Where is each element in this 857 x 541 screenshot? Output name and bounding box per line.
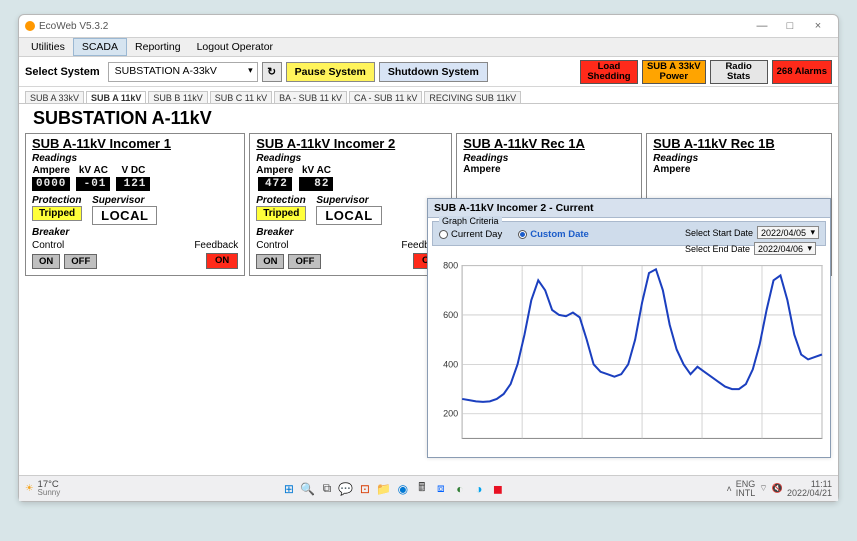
app-icon: [25, 21, 35, 31]
status-load-shedding[interactable]: Load Shedding: [580, 60, 638, 84]
chevron-down-icon: ▾: [810, 227, 815, 238]
start-date-input[interactable]: 2022/04/05▾: [757, 226, 819, 239]
lcd-ampere: 0000: [32, 177, 70, 191]
calc-icon[interactable]: 🖩: [414, 481, 430, 497]
lcd-vdc: 121: [116, 177, 150, 191]
chart-window: SUB A-11kV Incomer 2 - Current Graph Cri…: [427, 198, 831, 458]
dropbox-icon[interactable]: ⧈: [433, 481, 449, 497]
breaker-on-button[interactable]: ON: [256, 254, 284, 269]
radio-current-day[interactable]: Current Day: [439, 229, 502, 240]
menubar: Utilities SCADA Reporting Logout Operato…: [19, 37, 838, 57]
breaker-off-button[interactable]: OFF: [64, 254, 97, 269]
chat-icon[interactable]: 💬: [338, 481, 354, 497]
radio-custom-date[interactable]: Custom Date: [518, 229, 589, 240]
panel-title: SUB A-11kV Incomer 1: [32, 136, 238, 151]
close-button[interactable]: ×: [804, 18, 832, 34]
svg-text:400: 400: [443, 359, 458, 369]
lcd-kvac: -01: [76, 177, 110, 191]
tab-receiving-sub-11kv[interactable]: RECIVING SUB 11kV: [424, 91, 521, 103]
svg-text:200: 200: [443, 409, 458, 419]
menu-reporting[interactable]: Reporting: [127, 39, 189, 55]
panel-title: SUB A-11kV Rec 1B: [653, 136, 825, 151]
toolbar: Select System SUBSTATION A-33kV ▾ ↻ Paus…: [19, 57, 838, 87]
pause-system-button[interactable]: Pause System: [286, 62, 375, 82]
app-icon[interactable]: ◐: [452, 481, 468, 497]
system-tray: ˄ ENG INTL ⌔ 🔇 11:11 2022/04/21: [727, 480, 833, 498]
protection-status: Tripped: [32, 206, 82, 221]
volume-icon[interactable]: 🔇: [772, 483, 783, 494]
supervisor-status: LOCAL: [316, 206, 381, 225]
tab-ba-sub-11kv[interactable]: BA - SUB 11 kV: [274, 91, 347, 103]
tab-ca-sub-11kv[interactable]: CA - SUB 11 kV: [349, 91, 422, 103]
svg-text:800: 800: [443, 261, 458, 271]
chevron-down-icon: ▾: [248, 65, 253, 76]
status-sub-a-power[interactable]: SUB A 33kV Power: [642, 60, 706, 84]
subsystem-tabs: SUB A 33kV SUB A 11kV SUB B 11kV SUB C 1…: [19, 87, 838, 104]
breaker-on-button[interactable]: ON: [32, 254, 60, 269]
chart-area: 200 400 600 800: [428, 249, 830, 457]
tray-chevron-icon[interactable]: ˄: [727, 484, 732, 494]
tab-sub-b-11kv[interactable]: SUB B 11kV: [148, 91, 207, 103]
start-date-label: Select Start Date: [685, 228, 753, 238]
weather-widget[interactable]: ☀ 17°C Sunny: [25, 480, 60, 498]
system-select[interactable]: SUBSTATION A-33kV ▾: [108, 62, 258, 82]
lcd-ampere: 472: [258, 177, 292, 191]
supervisor-status: LOCAL: [92, 206, 157, 225]
menu-utilities[interactable]: Utilities: [23, 39, 73, 55]
titlebar: EcoWeb V5.3.2 — □ ×: [19, 15, 838, 37]
app-window: EcoWeb V5.3.2 — □ × Utilities SCADA Repo…: [18, 14, 839, 502]
status-radio-stats[interactable]: Radio Stats: [710, 60, 768, 84]
clock-date: 2022/04/21: [787, 489, 832, 498]
panel-title: SUB A-11kV Rec 1A: [463, 136, 635, 151]
shutdown-system-button[interactable]: Shutdown System: [379, 62, 488, 82]
app-title: EcoWeb V5.3.2: [39, 21, 108, 32]
taskbar-icons: ⊞ 🔍 ⧉ 💬 ⊡ 📁 ◉ 🖩 ⧈ ◐ ◑ ◼: [281, 481, 506, 497]
lcd-kvac: 82: [299, 177, 333, 191]
refresh-button[interactable]: ↻: [262, 62, 282, 82]
taskview-icon[interactable]: ⧉: [319, 481, 335, 497]
sun-icon: ☀: [25, 483, 34, 494]
tab-sub-a-11kv[interactable]: SUB A 11kV: [86, 91, 146, 103]
explorer-icon[interactable]: 📁: [376, 481, 392, 497]
panel-incomer-1: SUB A-11kV Incomer 1 Readings Ampere0000…: [25, 133, 245, 276]
taskbar: ☀ 17°C Sunny ⊞ 🔍 ⧉ 💬 ⊡ 📁 ◉ 🖩 ⧈ ◐ ◑ ◼ ˄ E…: [19, 475, 838, 501]
app-icon[interactable]: ◼: [490, 481, 506, 497]
maximize-button[interactable]: □: [776, 18, 804, 34]
panel-incomer-2: SUB A-11kV Incomer 2 Readings Ampere472 …: [249, 133, 452, 276]
protection-status: Tripped: [256, 206, 306, 221]
tab-sub-c-11kv[interactable]: SUB C 11 kV: [210, 91, 272, 103]
panel-title: SUB A-11kV Incomer 2: [256, 136, 445, 151]
line-chart: 200 400 600 800: [428, 249, 830, 457]
start-icon[interactable]: ⊞: [281, 481, 297, 497]
minimize-button[interactable]: —: [748, 18, 776, 34]
readings-label: Readings: [32, 153, 238, 164]
page-title: SUBSTATION A-11kV: [19, 104, 838, 131]
select-system-label: Select System: [25, 66, 100, 78]
menu-logout[interactable]: Logout Operator: [189, 39, 281, 55]
breaker-feedback: ON: [206, 253, 238, 269]
tab-sub-a-33kv[interactable]: SUB A 33kV: [25, 91, 84, 103]
graph-criteria: Graph Criteria Current Day Custom Date S…: [432, 221, 826, 246]
edge-icon[interactable]: ◉: [395, 481, 411, 497]
wifi-icon[interactable]: ⌔: [759, 483, 767, 494]
office-icon[interactable]: ⊡: [357, 481, 373, 497]
app-icon[interactable]: ◑: [471, 481, 487, 497]
system-select-value: SUBSTATION A-33kV: [115, 65, 217, 77]
menu-scada[interactable]: SCADA: [73, 38, 127, 56]
breaker-off-button[interactable]: OFF: [288, 254, 321, 269]
search-icon[interactable]: 🔍: [300, 481, 316, 497]
svg-text:600: 600: [443, 310, 458, 320]
criteria-legend: Graph Criteria: [439, 216, 502, 226]
status-alarms[interactable]: 268 Alarms: [772, 60, 832, 84]
